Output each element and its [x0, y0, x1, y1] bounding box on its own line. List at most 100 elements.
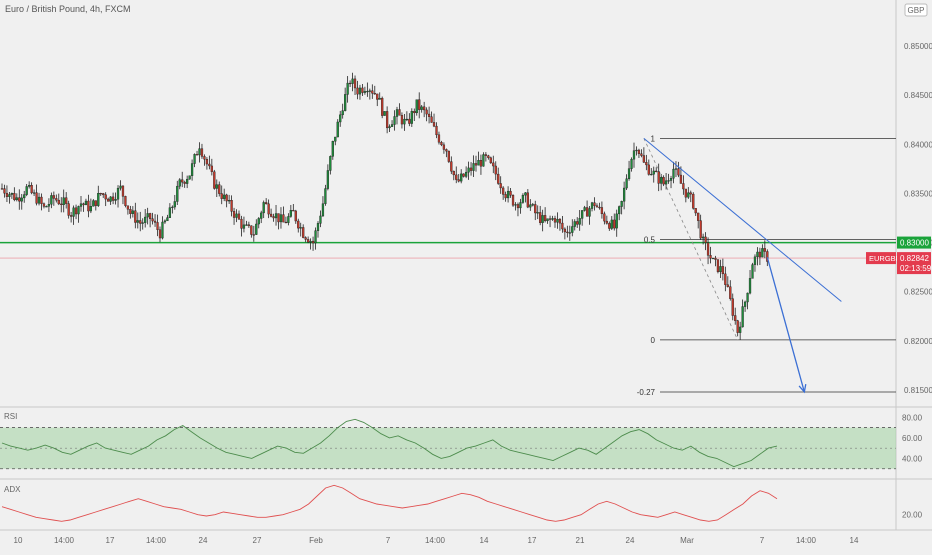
- time-tick-label: 14:00: [54, 536, 75, 545]
- candle-body: [684, 188, 687, 198]
- candle-body: [605, 220, 608, 224]
- candle-body: [682, 183, 685, 190]
- candle-body: [504, 194, 507, 199]
- candle-body: [28, 185, 31, 187]
- candle-body: [395, 109, 399, 117]
- candle-body: [687, 192, 690, 198]
- candle-body: [104, 194, 107, 200]
- candle-body: [711, 257, 715, 260]
- candle-body: [620, 201, 623, 207]
- candle-body: [74, 207, 78, 215]
- candle-body: [694, 208, 697, 214]
- candle-body: [590, 202, 594, 209]
- candle-body: [714, 257, 717, 260]
- candle-body: [734, 315, 737, 321]
- candle-body: [131, 210, 134, 214]
- candle-body: [642, 155, 646, 163]
- candle-body: [129, 209, 132, 214]
- candle-body: [761, 248, 764, 258]
- trend-drawings[interactable]: [643, 138, 842, 394]
- candle-body: [511, 195, 515, 206]
- currency-badge[interactable]: [904, 3, 928, 17]
- candle-body: [311, 240, 315, 244]
- price-tick-label: 0.82500: [904, 288, 932, 297]
- candle-body: [161, 221, 164, 239]
- candle-body: [748, 278, 752, 294]
- candle-body: [40, 196, 43, 204]
- rsi-axis-label: 60.00: [902, 434, 923, 443]
- candle-body: [119, 185, 122, 189]
- candle-body: [304, 237, 307, 240]
- candle-body: [146, 213, 149, 218]
- candle-body: [403, 118, 406, 125]
- time-tick-label: 21: [576, 536, 585, 545]
- candle-body: [697, 212, 700, 221]
- candle-body: [15, 197, 18, 201]
- candle-body: [3, 188, 6, 194]
- candle-body: [758, 251, 762, 258]
- candle-body: [502, 187, 505, 195]
- candle-body: [299, 227, 302, 229]
- price-tick-label: 0.84500: [904, 91, 932, 100]
- candle-body: [716, 259, 720, 273]
- candle-body: [139, 220, 142, 224]
- candle-body: [655, 170, 658, 172]
- candle-body: [245, 224, 248, 226]
- candle-body: [420, 106, 423, 110]
- candle-body: [568, 232, 571, 234]
- candle-body: [484, 154, 488, 156]
- candle-body: [739, 326, 742, 333]
- projection-arrow-head: [798, 383, 807, 394]
- candle-body: [314, 230, 317, 244]
- candle-body: [361, 87, 364, 93]
- candle-body: [265, 202, 268, 205]
- candle-body: [706, 242, 710, 256]
- candle-body: [388, 126, 391, 129]
- candle-body: [10, 193, 14, 195]
- fib-level-label: 1: [651, 134, 656, 143]
- time-tick-label: Mar: [680, 536, 694, 545]
- candle-body: [450, 161, 453, 172]
- candle-body: [205, 159, 209, 165]
- candle-body: [556, 219, 559, 223]
- candle-body: [376, 93, 379, 100]
- candle-body: [168, 207, 172, 218]
- candle-body: [116, 187, 120, 200]
- time-tick-label: 7: [386, 536, 391, 545]
- candle-body: [353, 78, 357, 89]
- candle-body: [494, 165, 497, 175]
- candle-body: [610, 219, 613, 229]
- candle-body: [598, 206, 601, 209]
- candle-body: [766, 251, 769, 262]
- candle-body: [756, 251, 759, 258]
- candle-body: [548, 218, 552, 220]
- candle-body: [615, 213, 618, 229]
- candle-body: [622, 187, 626, 202]
- candle-body: [257, 218, 260, 225]
- price-tick-label: 0.85000: [904, 42, 932, 51]
- candle-body: [531, 204, 534, 206]
- candle-body: [677, 168, 680, 176]
- candle-body: [348, 82, 352, 85]
- candle-body: [371, 90, 374, 94]
- candle-body: [437, 134, 441, 143]
- candle-body: [329, 156, 332, 171]
- candle-body: [425, 109, 428, 115]
- candle-body: [267, 203, 270, 215]
- candle-body: [603, 213, 606, 222]
- candle-body: [277, 213, 280, 223]
- candle-body: [482, 154, 485, 167]
- candle-body: [679, 174, 683, 184]
- candle-body: [627, 168, 631, 180]
- candle-body: [218, 184, 221, 194]
- countdown-tag-label: 02:13:59: [900, 264, 932, 273]
- candle-body: [114, 199, 117, 201]
- candle-body: [645, 162, 648, 166]
- candle-body: [92, 200, 95, 207]
- candle-body: [583, 207, 586, 211]
- candle-body: [166, 217, 169, 222]
- candle-body: [173, 201, 176, 208]
- candle-body: [319, 215, 322, 224]
- candle-body: [210, 165, 213, 172]
